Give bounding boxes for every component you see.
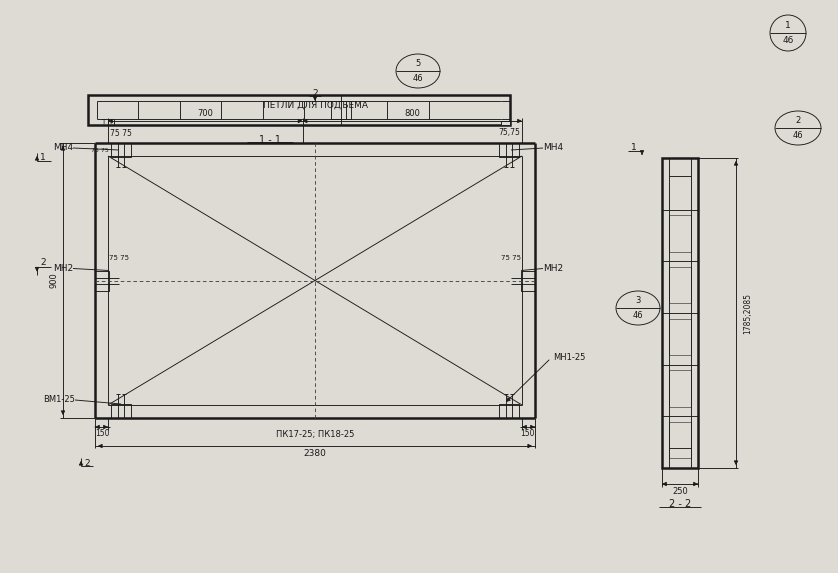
Text: 46: 46 bbox=[633, 311, 644, 320]
Bar bbox=[669, 370, 691, 407]
Text: 1 - 1: 1 - 1 bbox=[259, 135, 281, 145]
Text: 800: 800 bbox=[405, 109, 420, 119]
Text: 75 75: 75 75 bbox=[109, 256, 129, 261]
Text: 46: 46 bbox=[412, 74, 423, 83]
Text: 1785;2085: 1785;2085 bbox=[743, 292, 753, 333]
Text: 2380: 2380 bbox=[303, 449, 327, 458]
Text: 1: 1 bbox=[631, 143, 637, 152]
Bar bbox=[501, 121, 510, 125]
Text: МН2: МН2 bbox=[53, 264, 73, 273]
Text: 2: 2 bbox=[313, 88, 318, 97]
Text: 2: 2 bbox=[795, 116, 800, 125]
Text: МН1-25: МН1-25 bbox=[553, 354, 586, 363]
Bar bbox=[669, 422, 691, 458]
Text: T: T bbox=[108, 119, 112, 125]
Text: 250: 250 bbox=[672, 488, 688, 496]
Bar bbox=[521, 270, 535, 291]
Bar bbox=[111, 404, 131, 418]
Bar bbox=[669, 319, 691, 355]
Text: 46: 46 bbox=[783, 36, 794, 45]
Bar bbox=[88, 95, 510, 125]
Text: 2: 2 bbox=[40, 258, 46, 267]
Text: 75 75: 75 75 bbox=[501, 256, 521, 261]
Text: ПК17-25; ПК18-25: ПК17-25; ПК18-25 bbox=[276, 430, 354, 438]
Text: 700: 700 bbox=[198, 109, 213, 119]
Text: МН4: МН4 bbox=[543, 143, 563, 152]
Text: МН2: МН2 bbox=[543, 264, 563, 273]
Bar bbox=[331, 101, 351, 119]
Bar bbox=[499, 143, 519, 157]
Text: 5: 5 bbox=[416, 60, 421, 68]
Text: 2: 2 bbox=[84, 458, 90, 468]
Bar bbox=[662, 158, 698, 468]
Text: 46: 46 bbox=[793, 131, 804, 140]
Text: ПЕТЛИ ДЛЯ ПОДЪЕМА: ПЕТЛИ ДЛЯ ПОДЪЕМА bbox=[262, 100, 368, 109]
Text: 150: 150 bbox=[520, 430, 535, 438]
Text: T: T bbox=[101, 119, 105, 125]
Text: 75 75: 75 75 bbox=[91, 147, 109, 152]
Text: 75,75: 75,75 bbox=[498, 128, 520, 138]
Text: ВМ1-25: ВМ1-25 bbox=[43, 395, 75, 405]
Bar bbox=[669, 215, 691, 252]
Bar bbox=[669, 267, 691, 303]
Text: 150: 150 bbox=[96, 430, 110, 438]
Bar bbox=[95, 270, 109, 291]
Text: 75 75: 75 75 bbox=[110, 128, 132, 138]
Text: МН4: МН4 bbox=[53, 143, 73, 152]
Text: 3: 3 bbox=[635, 296, 641, 305]
Text: 900: 900 bbox=[49, 273, 59, 288]
Text: 1: 1 bbox=[40, 154, 46, 163]
Text: 1: 1 bbox=[785, 21, 791, 30]
Text: 2 - 2: 2 - 2 bbox=[669, 499, 691, 509]
Bar bbox=[499, 404, 519, 418]
Bar bbox=[111, 143, 131, 157]
